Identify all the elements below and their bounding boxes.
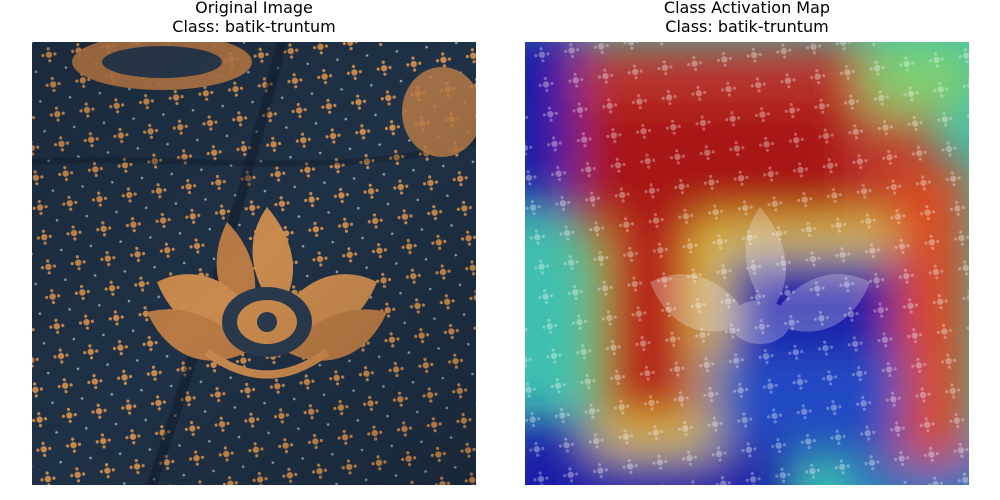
cam-title: Class Activation Map Class: batik-truntu… (525, 0, 969, 36)
original-image-class-label: Class: batik-truntum (172, 17, 336, 36)
cam-class-label: Class: batik-truntum (665, 17, 829, 36)
original-image-title: Original Image Class: batik-truntum (32, 0, 476, 36)
cam-image (525, 42, 969, 485)
original-image (32, 42, 476, 485)
original-image-heading: Original Image (195, 0, 313, 17)
cam-heatmap-overlay-image (525, 42, 969, 485)
cam-heading: Class Activation Map (663, 0, 831, 17)
batik-fabric-image (32, 42, 476, 485)
